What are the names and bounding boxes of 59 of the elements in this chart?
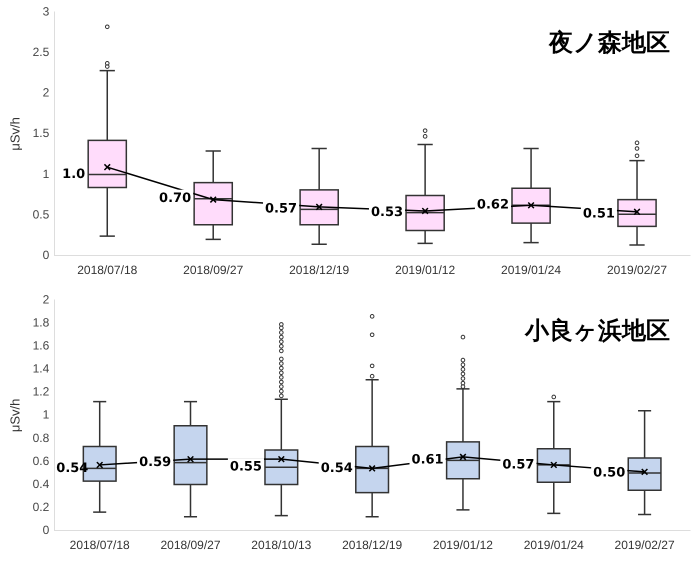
x-tick-label: 2018/09/27 — [160, 538, 221, 552]
annotation: 0.53 — [370, 204, 404, 220]
y-tick-label: 2 — [42, 292, 50, 307]
y-tick-label: 0.4 — [32, 476, 50, 491]
annotation: 0.50 — [593, 465, 626, 480]
x-tick-label: 2018/12/19 — [289, 263, 350, 278]
point — [96, 461, 104, 469]
y-axis-title: μSv/h — [7, 117, 22, 151]
point — [186, 456, 194, 463]
y-tick-label: 0.8 — [32, 430, 50, 445]
y-tick-label: 0.5 — [32, 207, 50, 222]
point — [210, 196, 217, 204]
y-tick-label: 0 — [42, 522, 50, 537]
annotation: 0.57 — [502, 457, 534, 472]
annotation: 0.54 — [320, 460, 353, 476]
x-tick-label: 2019/01/12 — [395, 263, 456, 278]
annotation: 0.57 — [265, 202, 298, 217]
y-tick-label: 1.5 — [32, 126, 50, 140]
y-tick-label: 0.2 — [32, 500, 50, 514]
point — [422, 207, 429, 215]
point — [641, 468, 648, 476]
x-tick-label: 2018/07/18 — [77, 263, 138, 278]
x-tick-label: 2018/10/13 — [251, 538, 312, 552]
y-tick-label: 1.4 — [32, 362, 50, 376]
y-tick-label: 2 — [42, 86, 50, 100]
x-tick-label: 2018/09/27 — [183, 263, 244, 278]
annotation: 0.59 — [139, 455, 172, 470]
x-tick-label: 2019/01/24 — [524, 538, 584, 552]
annotation: 0.62 — [476, 198, 509, 213]
x-tick-label: 2019/01/12 — [432, 538, 494, 552]
x-tick-label: 2019/02/27 — [606, 263, 668, 278]
x-tick-label: 2019/01/24 — [501, 263, 562, 278]
y-tick-label: 1.2 — [32, 384, 50, 399]
y-tick-label: 2.5 — [32, 45, 50, 60]
point — [316, 203, 323, 210]
text: 小良ヶ浜地区 — [524, 316, 670, 344]
point — [527, 202, 535, 209]
point — [633, 208, 641, 216]
x-tick-label: 2018/07/18 — [70, 538, 130, 552]
y-tick-label: 1.8 — [32, 316, 50, 330]
annotation: 1.0 — [62, 166, 86, 182]
text: 夜ノ森地区 — [548, 28, 670, 56]
point — [104, 164, 111, 171]
point — [278, 456, 285, 463]
annotation: 0.55 — [230, 460, 262, 475]
x-tick-label: 2019/02/27 — [614, 538, 675, 552]
annotation: 0.61 — [412, 452, 444, 468]
y-tick-label: 1 — [42, 166, 50, 181]
y-tick-label: 1 — [42, 408, 50, 422]
annotation: 0.51 — [582, 206, 615, 222]
point — [368, 464, 376, 472]
y-tick-label: 3 — [42, 4, 50, 19]
y-tick-label: 0 — [42, 248, 50, 262]
annotation: 0.70 — [159, 191, 192, 206]
y-tick-label: 0.6 — [32, 454, 50, 468]
y-axis-title: μSv/h — [7, 398, 22, 432]
x-tick-label: 2018/12/19 — [342, 538, 402, 552]
y-tick-label: 1.6 — [32, 338, 50, 353]
point — [459, 453, 467, 460]
